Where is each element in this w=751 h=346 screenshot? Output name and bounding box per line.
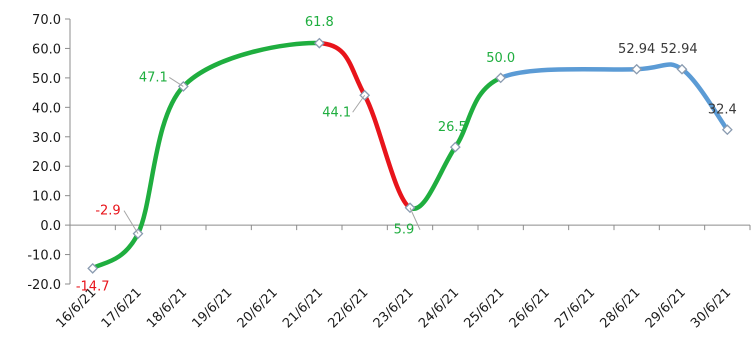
series-line-segment <box>317 40 367 98</box>
data-label: 52.94 <box>660 42 697 57</box>
data-label-leader <box>169 77 184 87</box>
data-label: 50.0 <box>486 51 515 66</box>
x-tick-label: 24/6/21 <box>416 285 462 331</box>
x-tick-label: 19/6/21 <box>189 285 235 331</box>
y-tick-label: 60.0 <box>32 42 61 57</box>
series-line-segment <box>135 84 186 236</box>
x-tick-label: 28/6/21 <box>597 285 643 331</box>
x-tick-label: 25/6/21 <box>461 285 507 331</box>
data-label: -14.7 <box>76 279 110 294</box>
x-tick-label: 29/6/21 <box>643 285 689 331</box>
data-label: 26.5 <box>438 120 467 135</box>
series-line-segment <box>407 144 458 211</box>
y-tick-label: 70.0 <box>32 13 61 28</box>
x-tick-label: 20/6/21 <box>235 285 281 331</box>
series-line-segment <box>90 231 141 271</box>
series-line-segment <box>679 66 730 132</box>
series-line-segment <box>634 62 685 72</box>
data-label: -2.9 <box>95 204 120 219</box>
x-tick-label: 26/6/21 <box>507 285 553 331</box>
series-line-segment <box>498 66 639 81</box>
series-line-segment <box>362 93 413 210</box>
x-tick-label: 22/6/21 <box>325 285 371 331</box>
data-label: 52.94 <box>618 42 655 57</box>
series-line-segment <box>453 75 503 150</box>
data-point-marker <box>721 124 733 136</box>
y-tick-label: -20.0 <box>27 278 61 293</box>
x-tick-label: 18/6/21 <box>144 285 190 331</box>
y-tick-label: 10.0 <box>32 190 61 205</box>
data-label: 61.8 <box>305 15 334 30</box>
data-point-marker <box>449 141 461 153</box>
x-tick-label: 30/6/21 <box>688 285 734 331</box>
y-tick-label: 20.0 <box>32 160 61 175</box>
data-label-leader <box>409 207 421 230</box>
data-label-leader <box>123 210 139 234</box>
x-tick-label: 23/6/21 <box>371 285 417 331</box>
data-point-marker <box>87 262 99 274</box>
y-tick-label: 40.0 <box>32 101 61 116</box>
data-label: 5.9 <box>394 223 415 238</box>
data-label: 32.4 <box>708 103 737 118</box>
data-label-leader <box>352 94 366 113</box>
y-tick-label: 30.0 <box>32 131 61 146</box>
data-point-marker <box>676 63 688 75</box>
data-label: 44.1 <box>322 105 351 120</box>
data-point-marker <box>313 37 325 49</box>
data-point-marker <box>495 72 507 84</box>
data-point-marker <box>359 89 371 101</box>
y-tick-label: -10.0 <box>27 249 61 264</box>
x-tick-label: 27/6/21 <box>552 285 598 331</box>
series-line-segment <box>181 40 322 89</box>
x-tick-label: 21/6/21 <box>280 285 326 331</box>
y-tick-label: 50.0 <box>32 72 61 87</box>
y-tick-label: 0.0 <box>40 219 61 234</box>
data-label: 47.1 <box>139 70 168 85</box>
data-point-marker <box>631 63 643 75</box>
